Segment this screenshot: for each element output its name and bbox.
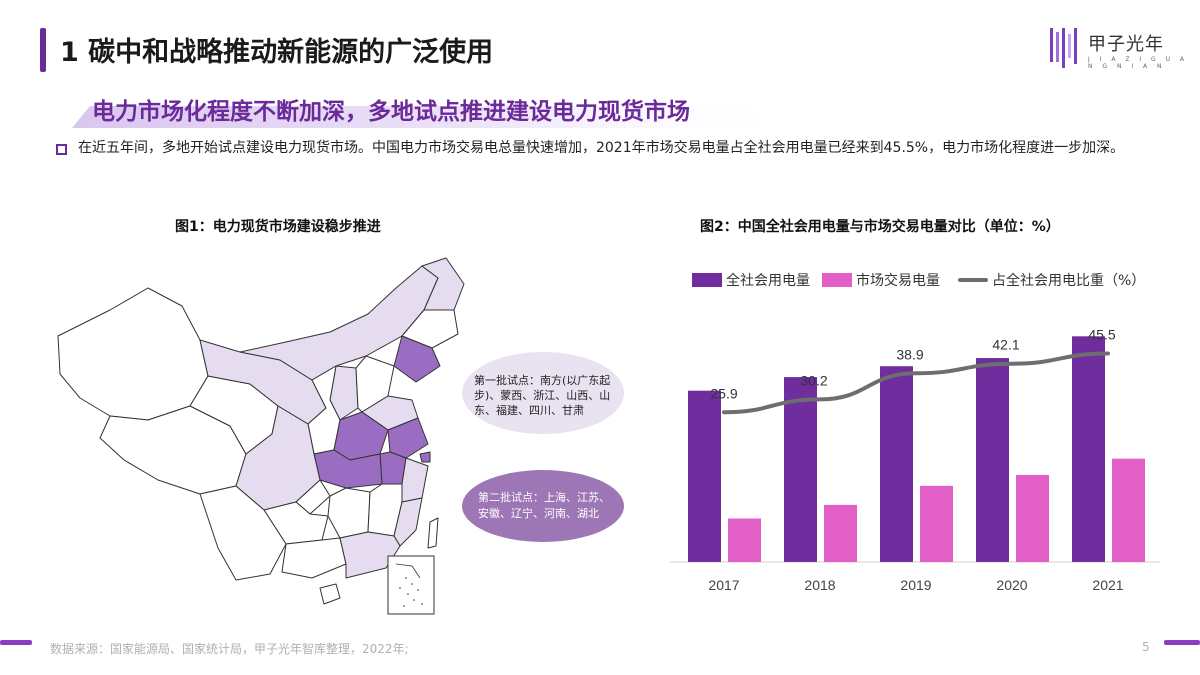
bar-market-2017 — [728, 518, 761, 562]
chart-plot: 2017 2018 2019 2020 2021 25.9 30.2 38.9 42.1 45.5 — [670, 327, 1160, 593]
footer-accent-right — [1164, 640, 1200, 645]
second-batch-text: 第二批试点：上海、江苏、安徽、辽宁、河南、湖北 — [478, 491, 610, 520]
china-map — [57, 257, 465, 615]
map-region-hainan — [319, 583, 341, 605]
bar-total-2019 — [880, 366, 913, 562]
map-region-yunnan — [199, 485, 287, 581]
line-label-2019: 38.9 — [896, 346, 923, 362]
figure2-title: 图2：中国全社会用电量与市场交易电量对比（单位：%） — [700, 219, 1060, 235]
bar-total-2020 — [976, 358, 1009, 562]
first-batch-bubble — [462, 352, 624, 434]
x-tick-2020: 2020 — [996, 577, 1027, 593]
page-number: 5 — [1142, 640, 1150, 654]
legend-swatch-total — [692, 273, 722, 287]
logo-text: 甲子光年 — [1088, 34, 1164, 55]
footer-accent-left — [0, 640, 32, 645]
bar-market-2019 — [920, 485, 953, 562]
map-region-jiangsu — [387, 417, 429, 459]
line-label-2017: 25.9 — [710, 385, 737, 401]
first-batch-text: 第一批试点：南方(以广东起步)、蒙西、浙江、山西、山东、福建、四川、甘肃 — [474, 374, 611, 417]
share-line — [722, 351, 1110, 415]
bullet-square-icon — [56, 144, 67, 155]
second-batch-bubble — [462, 470, 624, 542]
page-title: 1 碳中和战略推动新能源的广泛使用 — [60, 37, 494, 68]
south-china-sea-inset — [387, 555, 435, 615]
x-tick-2017: 2017 — [708, 577, 739, 593]
map-region-hunan — [327, 487, 371, 539]
subtitle-band — [72, 106, 792, 128]
map-region-taiwan — [427, 517, 439, 549]
bar-market-2020 — [1016, 474, 1049, 562]
map-region-anhui — [379, 451, 407, 485]
legend-swatch-share — [958, 278, 988, 282]
x-tick-2021: 2021 — [1092, 577, 1123, 593]
logo-subtext: J I A Z I G U A N G N I A N — [1088, 56, 1189, 70]
electricity-chart: 全社会用电量 市场交易电量 占全社会用电比重（%） 2017 2018 2019 20… — [670, 260, 1170, 600]
bar-total-2021 — [1072, 336, 1105, 562]
data-source: 数据来源：国家能源局、国家统计局，甲子光年智库整理，2022年; — [50, 642, 409, 656]
legend-item-market: 市场交易电量 — [822, 270, 940, 290]
map-region-hubei — [313, 449, 383, 489]
line-label-2021: 45.5 — [1088, 327, 1115, 343]
legend-label-total: 全社会用电量 — [726, 273, 810, 289]
bar-market-2018 — [824, 504, 857, 562]
legend-label-market: 市场交易电量 — [856, 273, 940, 289]
map-region-liaoning — [393, 335, 441, 383]
bar-total-2017 — [688, 390, 721, 562]
title-accent-bar — [40, 28, 46, 72]
bullet-text: 在近五年间，多地开始试点建设电力现货市场。中国电力市场交易电总量快速增加，202… — [78, 140, 1125, 156]
map-region-guangxi — [281, 537, 347, 579]
x-tick-2018: 2018 — [804, 577, 835, 593]
legend-item-total: 全社会用电量 — [692, 270, 810, 290]
map-region-zhejiang — [401, 457, 429, 503]
figure1-title: 图1：电力现货市场建设稳步推进 — [175, 219, 381, 235]
line-label-2018: 30.2 — [800, 372, 827, 388]
map-region-shanghai — [419, 451, 431, 463]
logo-icon — [1050, 28, 1077, 68]
line-label-2020: 42.1 — [992, 337, 1019, 353]
bar-market-2021 — [1112, 458, 1145, 562]
legend-item-share: 占全社会用电比重（%） — [958, 270, 1145, 290]
section-subtitle: 电力市场化程度不断加深，多地试点推进建设电力现货市场 — [92, 99, 690, 125]
x-tick-2019: 2019 — [900, 577, 931, 593]
legend-swatch-market — [822, 273, 852, 287]
map-region-xinjiang — [57, 287, 209, 421]
legend-label-share: 占全社会用电比重（%） — [992, 273, 1146, 289]
bar-total-2018 — [784, 377, 817, 562]
